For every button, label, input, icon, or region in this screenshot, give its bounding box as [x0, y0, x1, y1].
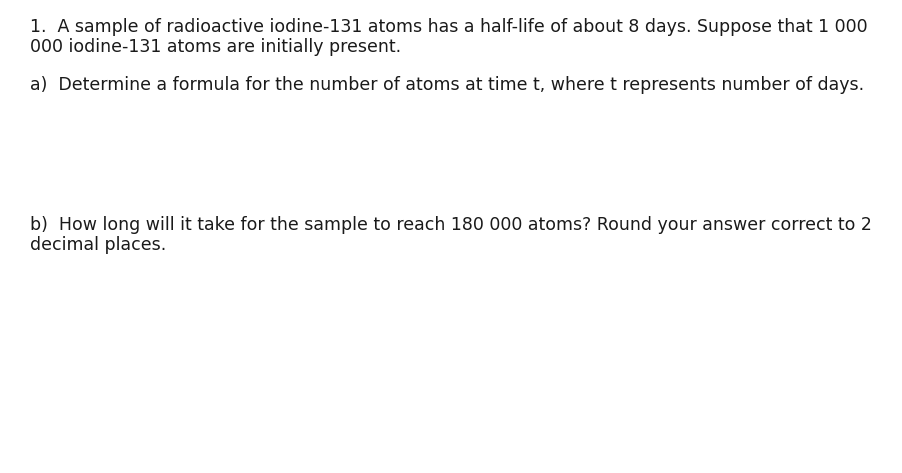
- Text: decimal places.: decimal places.: [30, 236, 166, 254]
- Text: 1.  A sample of radioactive iodine-131 atoms has a half-life of about 8 days. Su: 1. A sample of radioactive iodine-131 at…: [30, 18, 868, 36]
- Text: 000 iodine-131 atoms are initially present.: 000 iodine-131 atoms are initially prese…: [30, 38, 401, 56]
- Text: a)  Determine a formula for the number of atoms at time t, where t represents nu: a) Determine a formula for the number of…: [30, 76, 864, 94]
- Text: b)  How long will it take for the sample to reach 180 000 atoms? Round your answ: b) How long will it take for the sample …: [30, 216, 872, 234]
